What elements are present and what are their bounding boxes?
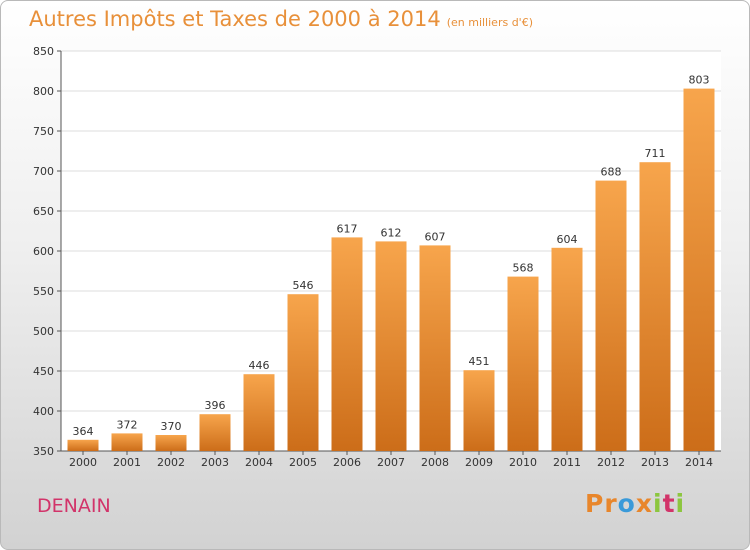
bar-2002 <box>155 435 187 451</box>
y-tick-label: 800 <box>33 85 54 98</box>
bar-2012 <box>595 180 627 451</box>
bar-2006 <box>331 237 363 451</box>
bar-2007 <box>375 241 407 451</box>
data-label-2011: 604 <box>557 233 578 246</box>
x-tick-label-2007: 2007 <box>377 456 405 469</box>
x-tick-label-2011: 2011 <box>553 456 581 469</box>
bar-2009 <box>463 370 495 451</box>
y-tick-label: 650 <box>33 205 54 218</box>
data-label-2014: 803 <box>689 74 710 87</box>
data-label-2000: 364 <box>73 425 94 438</box>
x-tick-label-2003: 2003 <box>201 456 229 469</box>
logo-letter: i <box>653 489 663 518</box>
bar-2014 <box>683 88 715 451</box>
chart-title-main: Autres Impôts et Taxes de 2000 à 2014 <box>29 7 441 31</box>
logo-letter: P <box>585 489 605 518</box>
x-tick-label-2012: 2012 <box>597 456 625 469</box>
proxiti-logo: Proxiti <box>585 489 685 518</box>
x-tick-label-2001: 2001 <box>113 456 141 469</box>
bar-2011 <box>551 247 583 451</box>
x-tick-label-2006: 2006 <box>333 456 361 469</box>
y-tick-label: 700 <box>33 165 54 178</box>
bar-2013 <box>639 162 671 451</box>
x-tick-label-2008: 2008 <box>421 456 449 469</box>
bar-2010 <box>507 276 539 451</box>
y-tick-label: 600 <box>33 245 54 258</box>
data-label-2013: 711 <box>645 147 666 160</box>
y-tick-label: 500 <box>33 325 54 338</box>
data-label-2001: 372 <box>117 418 138 431</box>
data-label-2004: 446 <box>249 359 270 372</box>
x-tick-label-2009: 2009 <box>465 456 493 469</box>
bar-2003 <box>199 414 231 451</box>
bar-2001 <box>111 433 143 451</box>
data-label-2009: 451 <box>469 355 490 368</box>
bar-2005 <box>287 294 319 451</box>
x-tick-label-2004: 2004 <box>245 456 273 469</box>
data-label-2005: 546 <box>293 279 314 292</box>
x-tick-label-2002: 2002 <box>157 456 185 469</box>
bar-2000 <box>67 439 99 451</box>
logo-letter: o <box>617 489 636 518</box>
x-tick-label-2014: 2014 <box>685 456 713 469</box>
x-tick-label-2010: 2010 <box>509 456 537 469</box>
bar-2004 <box>243 374 275 451</box>
x-tick-label-2000: 2000 <box>69 456 97 469</box>
data-label-2002: 370 <box>161 420 182 433</box>
y-tick-label: 350 <box>33 445 54 458</box>
logo-letter: i <box>675 489 686 518</box>
data-label-2012: 688 <box>601 166 622 179</box>
data-label-2008: 607 <box>425 230 446 243</box>
logo-letter: r <box>604 489 618 518</box>
y-tick-label: 750 <box>33 125 54 138</box>
y-tick-label: 850 <box>33 45 54 58</box>
x-tick-label-2005: 2005 <box>289 456 317 469</box>
data-label-2003: 396 <box>205 399 226 412</box>
x-tick-label-2013: 2013 <box>641 456 669 469</box>
y-tick-label: 550 <box>33 285 54 298</box>
y-tick-label: 400 <box>33 405 54 418</box>
y-tick-label: 450 <box>33 365 54 378</box>
data-label-2007: 612 <box>381 226 402 239</box>
city-name: DENAIN <box>37 495 111 517</box>
logo-letter: t <box>662 489 676 518</box>
chart-title: Autres Impôts et Taxes de 2000 à 2014 (en… <box>29 7 533 31</box>
bar-2008 <box>419 245 451 451</box>
data-label-2006: 617 <box>337 222 358 235</box>
chart-title-unit: (en milliers d'€) <box>446 16 533 29</box>
data-label-2010: 568 <box>513 262 534 275</box>
logo-letter: x <box>635 489 653 518</box>
